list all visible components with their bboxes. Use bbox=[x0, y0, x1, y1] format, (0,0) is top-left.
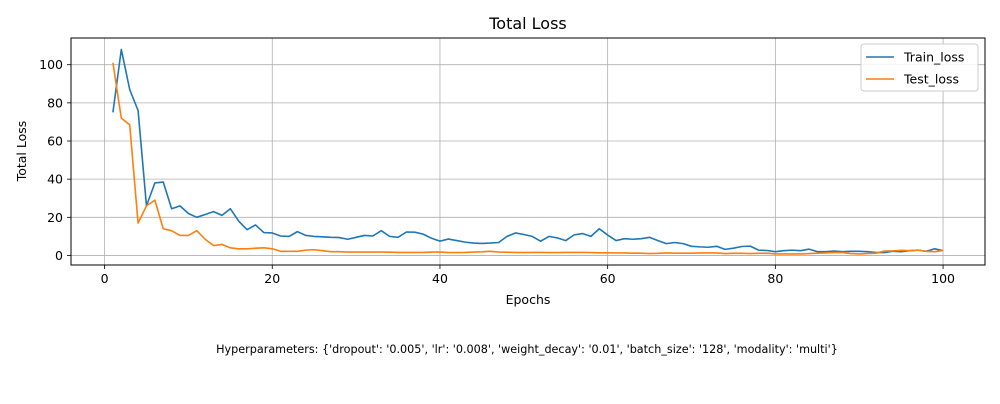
x-tick-label: 60 bbox=[600, 271, 616, 286]
x-tick-label: 40 bbox=[432, 271, 448, 286]
legend: Train_loss Test_loss bbox=[860, 43, 979, 92]
grid bbox=[71, 38, 985, 265]
y-tick-label: 0 bbox=[55, 248, 63, 263]
y-tick-label: 20 bbox=[47, 210, 63, 225]
y-axis-label: Total Loss bbox=[14, 121, 29, 183]
x-tick-label: 80 bbox=[767, 271, 783, 286]
x-tick-label: 20 bbox=[264, 271, 280, 286]
x-tick-label: 0 bbox=[101, 271, 109, 286]
y-tick-label: 100 bbox=[39, 57, 63, 72]
chart-title: Total Loss bbox=[488, 14, 567, 33]
x-tick-label: 100 bbox=[931, 271, 955, 286]
y-tick-label: 40 bbox=[47, 172, 63, 187]
y-axis: 0 20 40 60 80 100 bbox=[39, 57, 71, 263]
series-line-test-loss bbox=[112, 62, 944, 255]
axes-frame bbox=[70, 37, 986, 266]
series-lines bbox=[112, 48, 944, 255]
legend-label-test: Test_loss bbox=[903, 72, 959, 87]
x-axis-label: Epochs bbox=[506, 292, 551, 307]
series-line-train-loss bbox=[112, 48, 944, 254]
x-axis: 0 20 40 60 80 100 bbox=[101, 265, 955, 286]
hyperparameters-note: Hyperparameters: {'dropout': '0.005', 'l… bbox=[216, 343, 838, 356]
y-tick-label: 80 bbox=[47, 95, 63, 110]
y-tick-label: 60 bbox=[47, 134, 63, 149]
legend-label-train: Train_loss bbox=[903, 50, 964, 65]
